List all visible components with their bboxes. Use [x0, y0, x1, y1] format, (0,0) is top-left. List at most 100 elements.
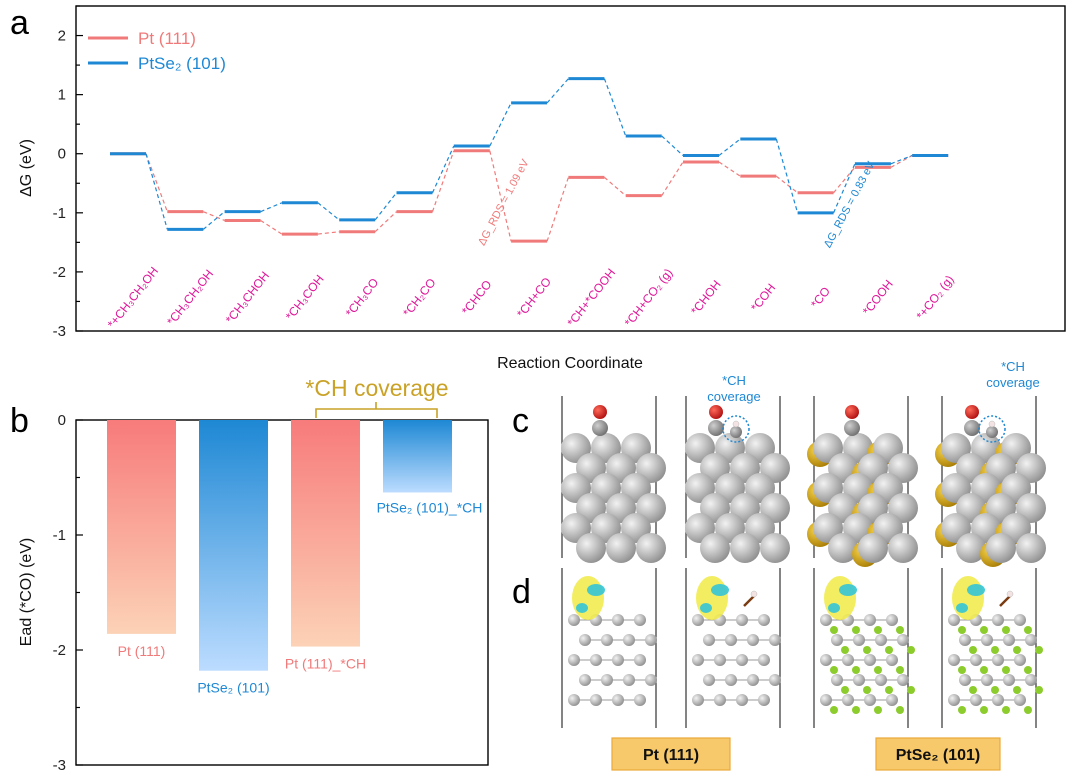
step-label-9: *CH+CO₂ (g) [622, 266, 676, 330]
se-atom-small [980, 706, 988, 714]
pt-atom-small [820, 654, 832, 666]
pt-atom-small [758, 654, 770, 666]
pt-atom-small [623, 634, 635, 646]
pt-atom [888, 533, 918, 563]
se-atom-small [1013, 646, 1021, 654]
pt-atom-small [981, 674, 993, 686]
connector-pt-2 [260, 219, 283, 235]
pt-atom-small [590, 694, 602, 706]
legend-label-0: Pt (111) [138, 29, 196, 48]
pt-atom-small [864, 614, 876, 626]
bar-label-0: Pt (111) [118, 643, 166, 659]
connector-ptse2-4 [374, 192, 397, 221]
se-atom-small [980, 626, 988, 634]
panel-letter-b: b [10, 402, 29, 440]
pt-atom-small [623, 674, 635, 686]
se-atom-small [885, 686, 893, 694]
panel-a-series [110, 77, 949, 243]
pt-atom-small [703, 634, 715, 646]
ch-bond [743, 595, 755, 607]
pt-atom-small [875, 634, 887, 646]
step-label-8: *CH+*COOH [564, 266, 618, 330]
se-atom-small [907, 646, 915, 654]
pt-atom-small [1003, 674, 1015, 686]
pt-atom-small [634, 694, 646, 706]
charge-accumulation [696, 576, 728, 620]
pt-atom-small [853, 674, 865, 686]
pt-atom-small [897, 674, 909, 686]
se-atom-small [896, 706, 904, 714]
connector-ptse2-2 [260, 202, 283, 213]
panel-a-step-labels: *+CH₃CH₂OH *CH₃CH₂OH *CH₃CHOH *CH₃COH *CH₃CO… [105, 264, 957, 331]
connector-pt-9 [661, 161, 684, 197]
ch-bond [999, 595, 1011, 607]
pt-atom [760, 533, 790, 563]
connector-ptse2-13 [890, 154, 913, 165]
pt-atom-small [864, 654, 876, 666]
panel-b-chart: -3-2-10 Pt (111)PtSe₂ (101)Pt (111)_*CHP… [18, 375, 489, 774]
pt-atom-small [842, 654, 854, 666]
pt-atom-small [579, 634, 591, 646]
pt-atom-small [959, 634, 971, 646]
ch-carbon-atom [730, 426, 742, 438]
connector-pt-13 [890, 154, 913, 168]
panel-b-bars [107, 420, 452, 671]
se-atom-small [1002, 666, 1010, 674]
connector-pt-1 [203, 211, 225, 222]
panel-b-ytick-label: -2 [53, 642, 66, 659]
pt-atom [986, 533, 1016, 563]
pt-atom-small [1003, 634, 1015, 646]
pt-atom-small [1014, 614, 1026, 626]
pt-atom-small [831, 634, 843, 646]
carbon-atom [592, 420, 608, 436]
step-label-11: *COH [748, 281, 778, 314]
pt-atom-small [992, 614, 1004, 626]
se-atom-small [896, 626, 904, 634]
pt-atom-small [842, 694, 854, 706]
pt-atom-small [948, 614, 960, 626]
pt-atom-small [897, 634, 909, 646]
oxygen-atom [593, 405, 607, 419]
pt-atom-small [568, 614, 580, 626]
connector-ptse2-7 [546, 78, 569, 104]
se-atom-small [907, 686, 915, 694]
step-label-1: *CH₃CH₂OH [164, 267, 216, 328]
pt-atom-small [864, 694, 876, 706]
se-atom-small [830, 666, 838, 674]
connector-ptse2-12 [833, 163, 856, 214]
pt-atom [730, 533, 760, 563]
pt-atom-small [1014, 694, 1026, 706]
panel-a-y-axis: -3 -2 -1 0 1 2 [53, 5, 83, 340]
hydrogen-atom [732, 420, 740, 428]
se-atom-small [852, 706, 860, 714]
connector-pt-10 [718, 161, 741, 177]
pt-atom [606, 533, 636, 563]
carbon-atom [708, 420, 724, 436]
pt-atom-small [736, 654, 748, 666]
bar-1 [199, 420, 268, 671]
pt-atom-small [886, 654, 898, 666]
pt-atom-small [992, 694, 1004, 706]
pt-atom-small [645, 634, 657, 646]
step-label-4: *CH₃CO [343, 276, 382, 320]
charge-accumulation [824, 576, 856, 620]
panel-letter-a: a [10, 4, 29, 42]
connector-pt-6 [489, 150, 512, 242]
pt-atom-small [703, 674, 715, 686]
panel-a-ytick-label: 1 [58, 87, 66, 104]
panel-b-ytick-label: -1 [53, 527, 66, 544]
se-atom-small [958, 706, 966, 714]
pt-atom-small [820, 694, 832, 706]
pt-atom [828, 533, 858, 563]
hydrogen-atom [1006, 590, 1014, 598]
se-atom-small [830, 706, 838, 714]
se-atom-small [969, 646, 977, 654]
connector-ptse2-11 [775, 138, 799, 213]
pt-atom-small [590, 654, 602, 666]
hydrogen-atom [750, 590, 758, 598]
pt-atom-small [948, 694, 960, 706]
ch-coverage-circle [978, 415, 1006, 443]
se-atom-small [991, 686, 999, 694]
pt-atom [636, 533, 666, 563]
